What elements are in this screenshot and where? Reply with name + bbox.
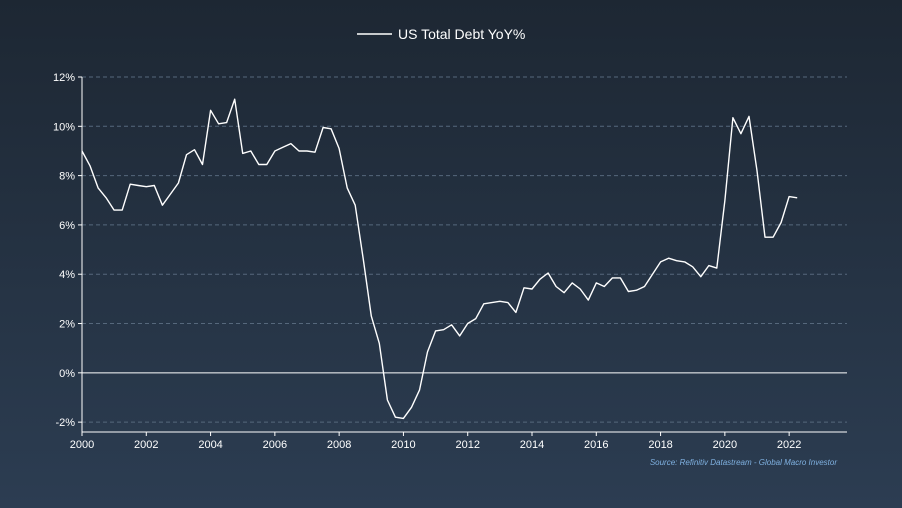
legend: US Total Debt YoY% xyxy=(357,26,525,42)
y-tick-label: 10% xyxy=(53,121,75,133)
x-tick-label: 2010 xyxy=(391,439,415,451)
y-tick-label: -2% xyxy=(55,417,75,429)
y-tick-label: 4% xyxy=(59,269,75,281)
y-tick-label: 12% xyxy=(53,72,75,84)
y-tick-label: 0% xyxy=(59,368,75,380)
x-tick-label: 2000 xyxy=(70,439,94,451)
x-tick-label: 2012 xyxy=(455,439,479,451)
x-tick-label: 2004 xyxy=(198,439,222,451)
y-tick-label: 2% xyxy=(59,319,75,331)
series-line-us-total-debt-yoy xyxy=(81,98,798,420)
y-tick-label: 8% xyxy=(59,171,75,183)
source-note: Source: Refinitiv Datastream - Global Ma… xyxy=(650,458,838,467)
x-tick-label: 2018 xyxy=(648,439,672,451)
x-tick-label: 2014 xyxy=(520,439,544,451)
x-tick-label: 2006 xyxy=(263,439,287,451)
x-tick-label: 2008 xyxy=(327,439,351,451)
series-group xyxy=(81,98,798,420)
x-tick-label: 2022 xyxy=(777,439,801,451)
legend-label: US Total Debt YoY% xyxy=(398,26,525,42)
x-axis-ticks: 2000 2002 2004 2006 2008 2010 2012 2014 2016 2018… xyxy=(70,432,801,451)
x-tick-label: 2020 xyxy=(713,439,737,451)
x-tick-label: 2016 xyxy=(584,439,608,451)
y-tick-label: 6% xyxy=(59,220,75,232)
y-axis-ticks: -2% 0% 2% 4% 6% 8% 10% 12% xyxy=(53,72,82,429)
x-tick-label: 2002 xyxy=(134,439,158,451)
gridlines xyxy=(82,76,847,423)
